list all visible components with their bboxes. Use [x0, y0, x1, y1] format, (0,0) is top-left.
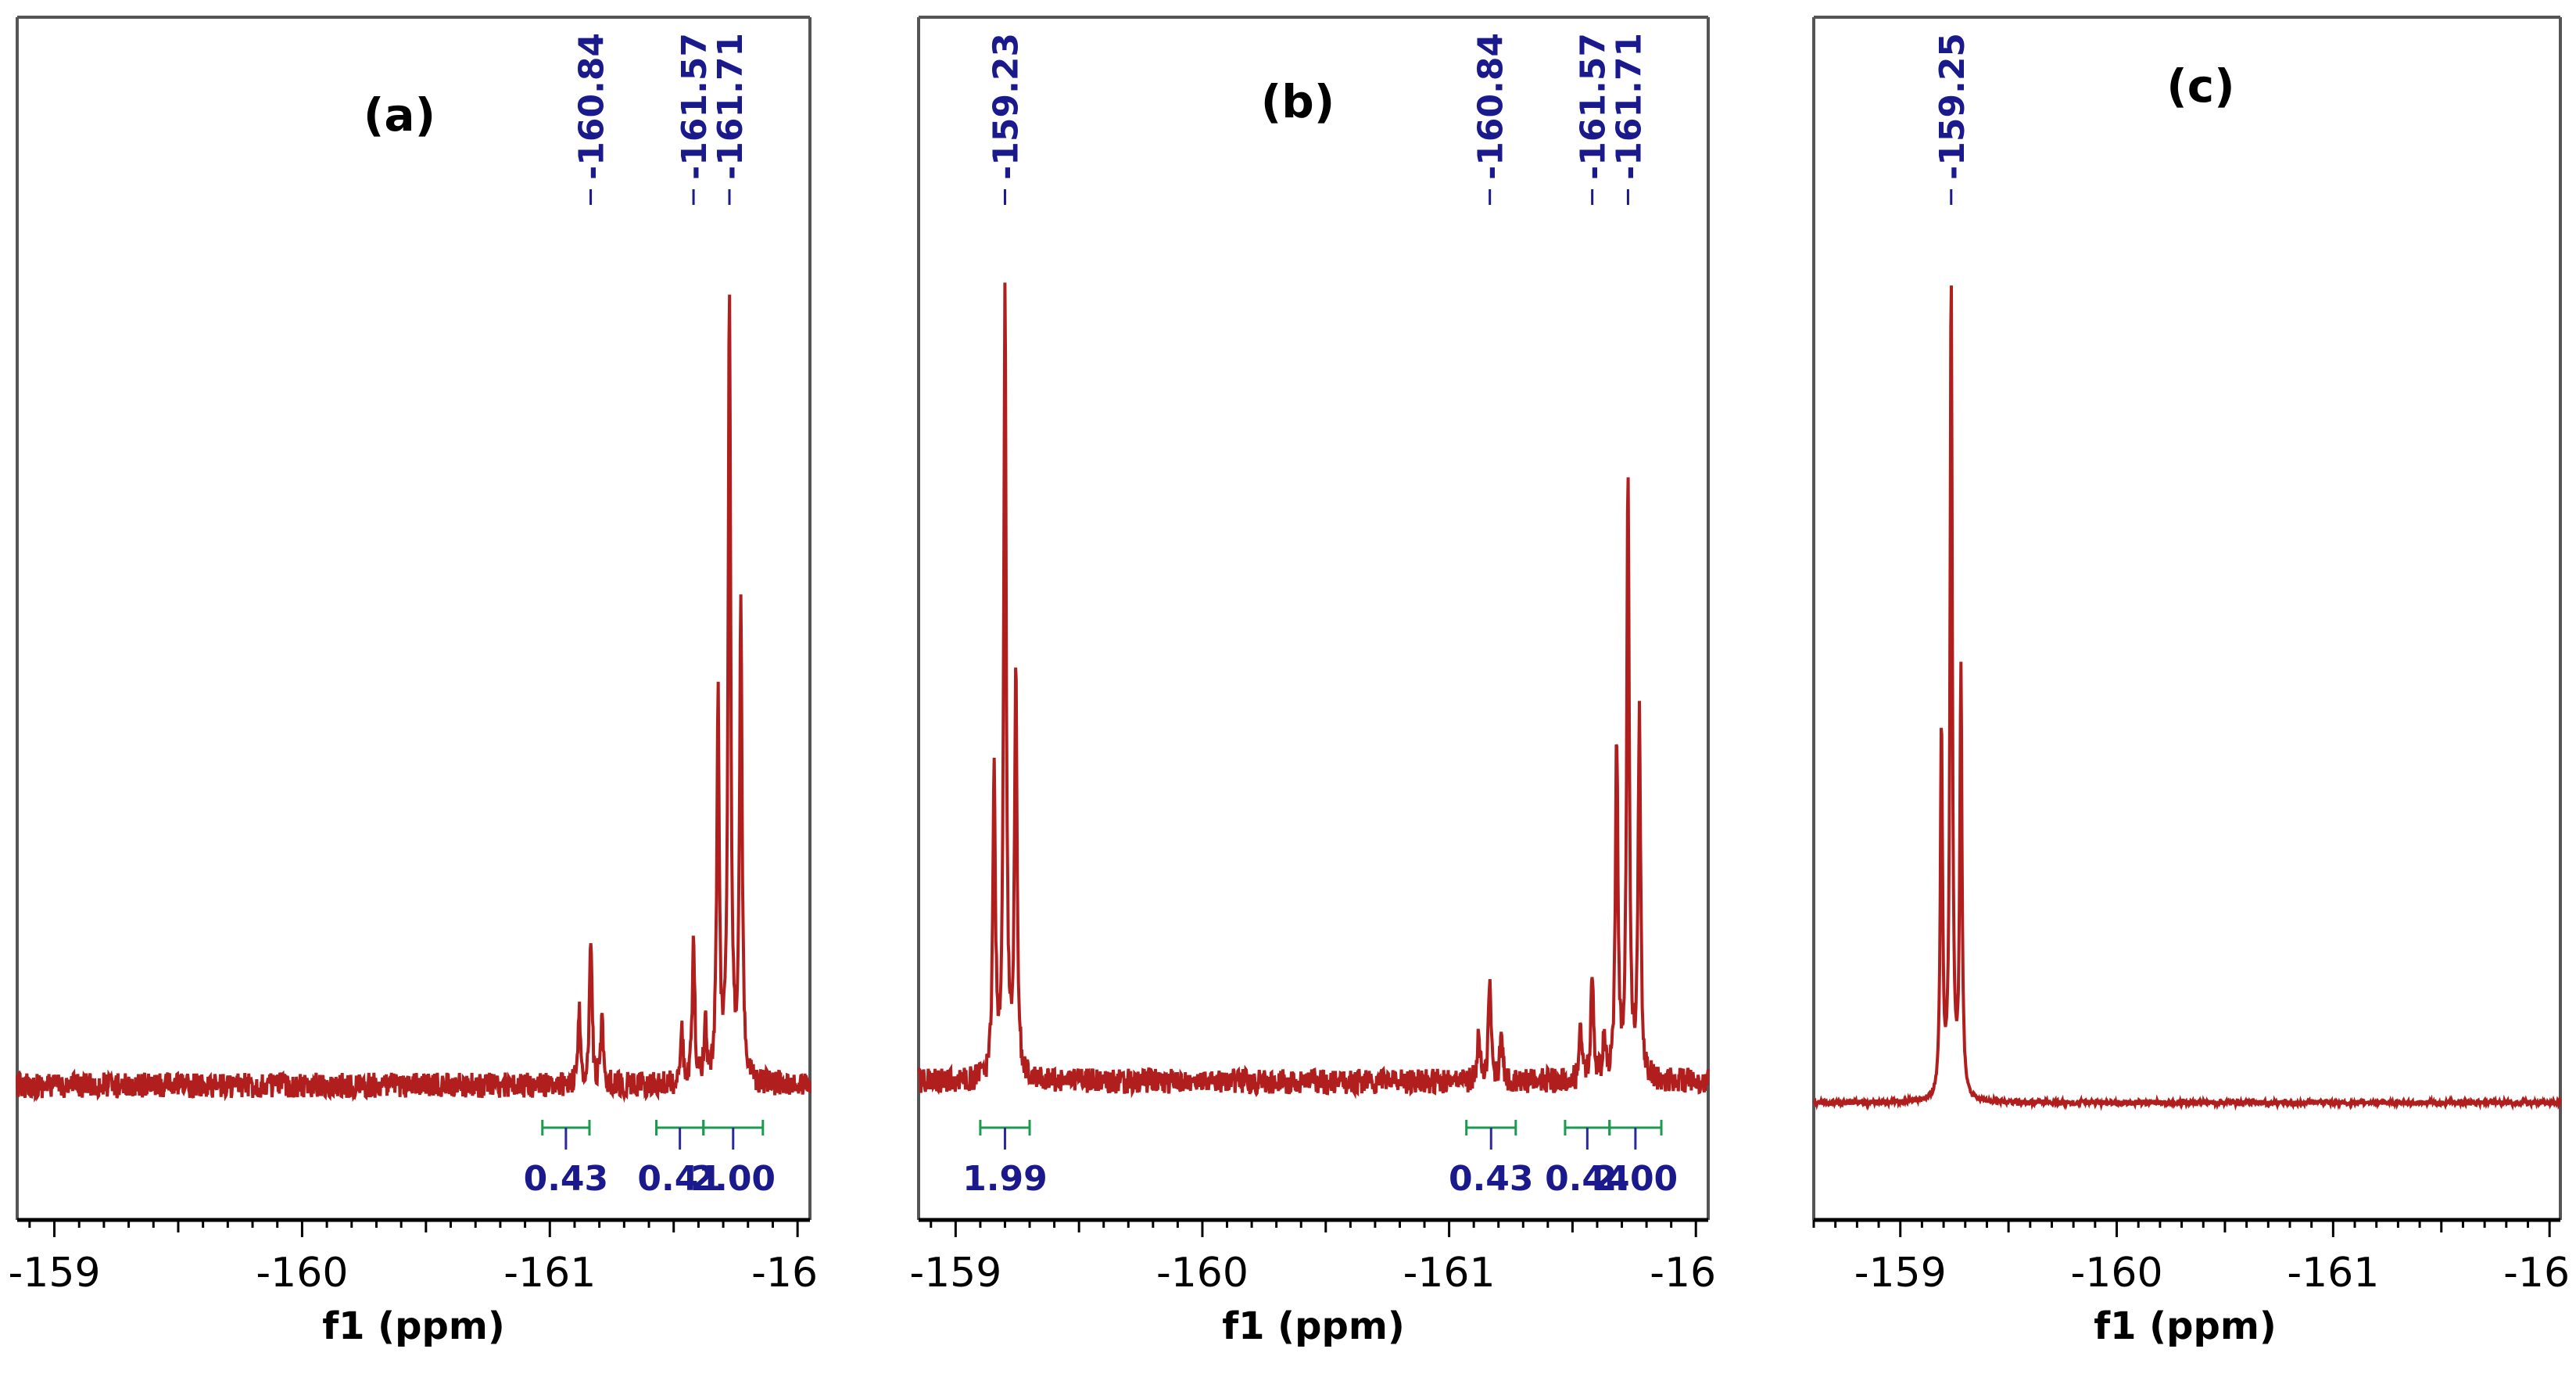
panel-a-peak-labels: -160.84 -161.57 -161.71 [572, 33, 751, 180]
panel-a-tick-label: -162 [751, 1250, 844, 1297]
panel-b-peak-label: -161.57 [1574, 33, 1614, 180]
panel-c-tick-label: -160 [2071, 1250, 2163, 1297]
panel-c-spectrum-line [1812, 285, 2562, 1111]
panel-b-tick-label: -162 [1650, 1250, 1742, 1297]
panel-a-peak-label: -161.57 [675, 33, 715, 180]
panel-b-tick-label: -159 [909, 1250, 1001, 1297]
panel-a-tick-label: -159 [9, 1250, 101, 1297]
panel-c-tick-label: -162 [2503, 1250, 2576, 1297]
panel-a-integrals [541, 1120, 765, 1150]
panel-b-title: (b) [1261, 75, 1335, 128]
panel-b-x-axis-title: f1 (ppm) [1222, 1304, 1405, 1348]
panel-b-peak-label: -159.23 [986, 33, 1026, 180]
panel-a-tick-label: -161 [503, 1250, 596, 1297]
panel-a-peak-markers [589, 189, 731, 205]
panel-a-integral-value: 2.00 [690, 1159, 776, 1199]
panel-b-integrals [979, 1120, 1663, 1150]
panel-b-spectrum-line [917, 282, 1710, 1100]
panel-a-ticks [28, 1220, 799, 1237]
panel-c-tick-label: -159 [1854, 1250, 1947, 1297]
panel-c-tick-labels: -159 -160 -161 -162 [1854, 1250, 2576, 1297]
panel-b-integral-labels: 1.99 0.43 0.44 2.00 [962, 1159, 1678, 1199]
panel-c-peak-labels: -159.25 [1933, 33, 1972, 180]
panel-b-integral-value: 2.00 [1593, 1159, 1679, 1199]
panel-a-integral-value: 0.43 [524, 1159, 609, 1199]
panel-c-title: (c) [2166, 59, 2234, 113]
panel-a-peak-label: -160.84 [572, 33, 612, 180]
panel-c: (c) -159 -160 -161 -162 f1 (ppm) -159.25 [1812, 16, 2576, 1348]
panel-b-tick-label: -160 [1156, 1250, 1249, 1297]
panel-b-peak-label: -160.84 [1471, 33, 1511, 180]
panel-b-peak-markers [1003, 189, 1629, 205]
panel-c-x-axis-title: f1 (ppm) [2094, 1304, 2277, 1348]
panel-b-integral-value: 1.99 [962, 1159, 1048, 1199]
panel-a-x-axis-title: f1 (ppm) [322, 1304, 505, 1348]
panel-b-peak-label: -161.71 [1609, 33, 1649, 180]
panel-a-peak-label: -161.71 [711, 33, 751, 180]
panel-a-spectrum-line [16, 294, 811, 1103]
panel-b-tick-label: -161 [1403, 1250, 1496, 1297]
panel-a-tick-label: -160 [256, 1250, 348, 1297]
panel-b-integral-value: 0.44 [1545, 1159, 1630, 1199]
panel-c-tick-label: -161 [2287, 1250, 2379, 1297]
panel-a: (a) -159 -160 -161 -162 f1 (ppm) -160.84… [9, 16, 844, 1348]
panel-a-tick-labels: -159 -160 -161 -162 [9, 1250, 844, 1297]
panel-b-integral-value: 0.43 [1449, 1159, 1534, 1199]
panel-c-peak-label: -159.25 [1933, 33, 1972, 180]
panel-a-integral-labels: 0.43 0.41 2.00 [524, 1159, 776, 1199]
panel-c-ticks [1812, 1220, 2551, 1237]
panel-b: (b) -159 -160 -161 -162 f1 (ppm) -159.23… [909, 16, 1742, 1348]
panel-b-ticks [930, 1220, 1697, 1237]
panel-b-tick-labels: -159 -160 -161 -162 [909, 1250, 1742, 1297]
panel-a-title: (a) [364, 88, 435, 142]
panel-b-peak-labels: -159.23 -160.84 -161.57 -161.71 [986, 33, 1649, 180]
panel-a-integral-value: 0.41 [637, 1159, 722, 1199]
